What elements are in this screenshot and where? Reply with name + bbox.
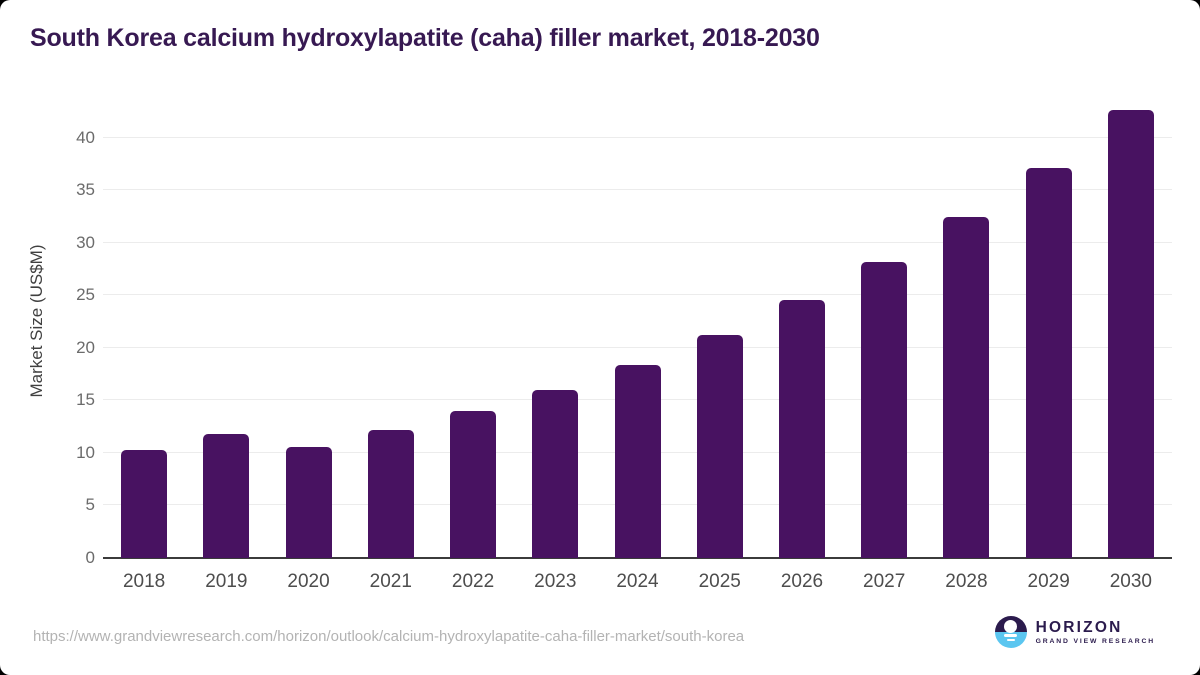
y-tick-label-0: 0	[85, 548, 95, 567]
x-tick-label-2029: 2029	[1027, 571, 1070, 592]
horizon-logo: HORIZON GRAND VIEW RESEARCH	[994, 616, 1155, 648]
logo-text-block: HORIZON GRAND VIEW RESEARCH	[1036, 619, 1155, 645]
bar-2026	[778, 300, 825, 558]
source-url: https://www.grandviewresearch.com/horizo…	[33, 628, 745, 645]
y-tick-label-5: 5	[85, 495, 95, 515]
gridline-25	[103, 294, 1172, 296]
x-axis-line	[103, 557, 1172, 559]
x-tick-label-2022: 2022	[451, 571, 495, 592]
bar-2030	[1107, 110, 1154, 558]
x-tick-label-2023: 2023	[534, 571, 577, 592]
y-tick-label-20: 20	[76, 337, 95, 357]
x-tick-label-2026: 2026	[780, 571, 824, 592]
bar-2020	[285, 446, 332, 558]
logo-wave-shape	[1006, 638, 1015, 641]
bar-2019	[203, 433, 250, 558]
y-tick-label-40: 40	[76, 127, 95, 147]
bar-2029	[1025, 168, 1072, 558]
bar-2018	[121, 449, 168, 558]
bar-2028	[943, 217, 990, 558]
plot-area	[103, 85, 1172, 559]
bar-2023	[532, 389, 579, 558]
x-tick-label-2028: 2028	[945, 571, 988, 592]
bar-2024	[614, 364, 661, 558]
x-tick-label-2020: 2020	[287, 571, 330, 592]
logo-sun-shape	[1004, 620, 1018, 633]
bar-2027	[861, 261, 908, 558]
x-tick-label-2024: 2024	[616, 571, 659, 592]
y-tick-label-15: 15	[76, 390, 95, 410]
y-tick-label-10: 10	[76, 442, 95, 462]
gridline-35	[103, 189, 1172, 191]
y-tick-label-25: 25	[76, 285, 95, 305]
x-tick-label-2018: 2018	[122, 571, 166, 592]
y-tick-label-35: 35	[76, 180, 95, 200]
logo-name: HORIZON	[1035, 619, 1123, 636]
x-tick-label-2027: 2027	[863, 571, 906, 592]
y-tick-label-30: 30	[76, 232, 95, 252]
gridline-40	[103, 136, 1172, 138]
bar-2025	[696, 335, 743, 558]
chart-title: South Korea calcium hydroxylapatite (cah…	[30, 24, 820, 52]
gridline-30	[103, 241, 1172, 243]
bar-2021	[367, 429, 414, 558]
logo-wave-shape	[1004, 634, 1018, 637]
x-tick-label-2019: 2019	[205, 571, 248, 592]
y-axis-title: Market Size (US$M)	[27, 244, 46, 398]
x-tick-label-2030: 2030	[1109, 571, 1153, 592]
logo-tagline: GRAND VIEW RESEARCH	[1035, 638, 1155, 645]
gridline-20	[103, 346, 1172, 348]
bar-2022	[450, 410, 497, 558]
horizon-logo-icon	[994, 616, 1027, 648]
x-tick-label-2021: 2021	[369, 571, 412, 592]
x-tick-label-2025: 2025	[698, 571, 741, 592]
